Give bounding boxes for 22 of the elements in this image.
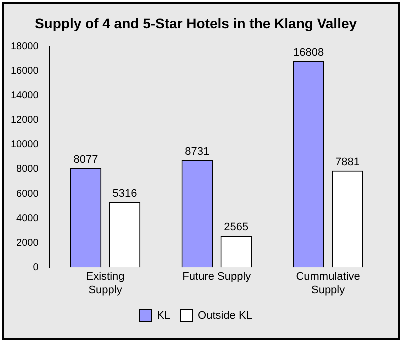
x-tick-label: Existing Supply [86, 271, 125, 296]
y-tick-label: 0 [33, 262, 40, 274]
legend-label: Outside KL [198, 310, 252, 322]
y-tick-label: 14000 [10, 90, 40, 102]
x-tick-label: Future Supply [182, 271, 252, 284]
data-label: 16808 [294, 46, 324, 59]
data-label: 8731 [185, 146, 210, 158]
y-tick-label: 12000 [10, 115, 40, 126]
data-label: 5316 [112, 188, 138, 200]
y-tick-label: 8000 [16, 164, 40, 176]
y-tick-label: 18000 [10, 42, 40, 53]
x-tick-label: Cummulative Supply [296, 271, 360, 296]
legend-label: KL [157, 310, 171, 322]
data-label: 8077 [74, 154, 98, 166]
data-label: 7881 [336, 156, 360, 168]
data-label: 2565 [224, 222, 249, 234]
y-tick-label: 16000 [10, 66, 40, 78]
y-tick-label: 2000 [16, 238, 40, 249]
chart-title: Supply of 4 and 5-Star Hotels in the Klang Valley [34, 15, 358, 32]
y-tick-label: 4000 [16, 213, 40, 224]
y-tick-label: 6000 [16, 188, 40, 200]
y-tick-label: 10000 [10, 140, 40, 151]
